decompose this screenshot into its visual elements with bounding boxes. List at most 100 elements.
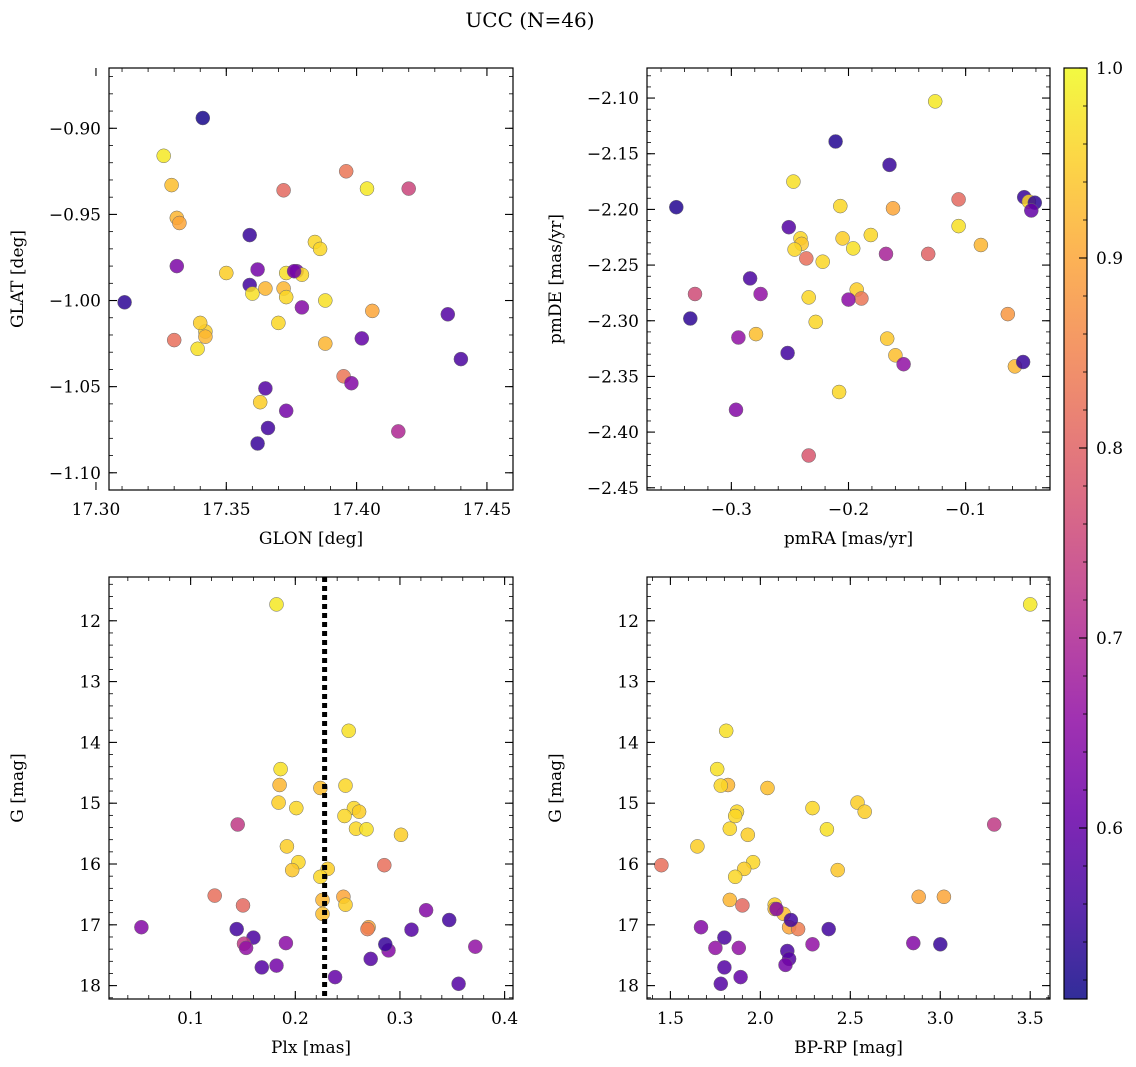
- scatter-point: [365, 303, 380, 319]
- axes-frame: [108, 576, 514, 1000]
- axes-frame: [646, 576, 1051, 1000]
- scatter-point: [238, 940, 254, 956]
- colorbar-frame: [1063, 67, 1088, 1000]
- y-tick-label: 18: [79, 977, 101, 997]
- scatter-point: [781, 219, 797, 235]
- colorbar-tick-label: 0.9: [1096, 249, 1123, 269]
- colorbar: 0.6 0.7 0.8 0.9 1.0: [1063, 59, 1123, 1000]
- y-axis-label: G [mag]: [546, 753, 566, 822]
- scatter-point: [363, 951, 378, 967]
- scatter-point: [192, 315, 208, 331]
- x-tick-label: 17.30: [72, 500, 121, 520]
- scatter-point: [727, 808, 743, 824]
- scatter-point: [207, 888, 222, 903]
- scatter-point: [250, 262, 265, 277]
- y-tick-label: −0.90: [49, 119, 101, 139]
- scatter-point: [819, 822, 835, 837]
- scatter-point: [801, 290, 816, 305]
- x-axis-label: GLON [deg]: [259, 529, 363, 549]
- scatter-point: [1022, 597, 1038, 612]
- scatter-point: [821, 921, 836, 937]
- scatter-point: [318, 293, 333, 308]
- y-tick-label: −2.40: [587, 423, 639, 443]
- y-tick-label: −0.95: [49, 205, 101, 225]
- scatter-point: [690, 839, 705, 854]
- scatter-point: [882, 157, 897, 173]
- panel-glon-glat: 17.30 17.35 17.40 17.45 −0.90 −0.95 −1.00 −1.05…: [8, 67, 514, 549]
- x-tick-label: 1.5: [657, 1009, 684, 1029]
- scatter-point: [351, 804, 367, 819]
- y-tick-label: 14: [617, 733, 639, 753]
- y-tick-label: 12: [79, 612, 101, 632]
- scatter-point: [780, 345, 795, 361]
- scatter-point: [933, 937, 948, 952]
- scatter-point: [845, 241, 861, 256]
- scatter-point: [799, 251, 814, 266]
- scatter-point: [166, 332, 182, 348]
- scatter-point: [879, 331, 895, 346]
- axes-frame: [646, 67, 1051, 491]
- x-tick-label: 17.35: [202, 500, 251, 520]
- scatter-point: [327, 969, 343, 985]
- scatter-point: [360, 921, 375, 937]
- x-tick-label: 3.5: [1017, 1009, 1044, 1029]
- y-axis-label: GLAT [deg]: [8, 230, 28, 328]
- scatter-point: [896, 356, 911, 372]
- scatter-point: [722, 892, 738, 908]
- y-axis-label: G [mag]: [8, 753, 28, 822]
- x-tick-label: 17.45: [463, 500, 512, 520]
- scatter-point: [378, 937, 393, 952]
- scatter-point: [393, 827, 409, 843]
- scatter-point: [783, 912, 799, 928]
- scatter-point: [278, 935, 294, 951]
- x-tick-label: 0.4: [491, 1009, 518, 1029]
- x-tick-label: 3.0: [927, 1009, 954, 1029]
- scatter-point: [271, 795, 286, 810]
- scatter-point: [927, 94, 943, 109]
- scatter-point: [269, 597, 284, 612]
- colorbar-tick-label: 0.8: [1096, 439, 1123, 459]
- scatter-point: [740, 827, 756, 843]
- x-tick-label: 2.0: [747, 1009, 774, 1029]
- scatter-point: [286, 263, 302, 279]
- scatter-point: [341, 723, 356, 739]
- scatter-point: [391, 424, 406, 439]
- scatter-point: [654, 857, 669, 873]
- scatter-point: [453, 351, 469, 367]
- scatter-point: [728, 402, 744, 418]
- scatter-point: [841, 292, 856, 307]
- scatter-point: [278, 289, 294, 305]
- x-tick-label: 2.5: [837, 1009, 864, 1029]
- scatter-point: [863, 227, 879, 243]
- scatter-point: [294, 300, 310, 315]
- scatter-point: [271, 315, 286, 331]
- y-tick-label: −1.00: [49, 292, 101, 312]
- scatter-point: [713, 778, 729, 793]
- x-tick-label: 0.3: [386, 1009, 413, 1029]
- scatter-point: [778, 957, 793, 973]
- scatter-point: [468, 939, 483, 954]
- y-tick-label: −1.05: [49, 378, 101, 398]
- scatter-point: [805, 800, 820, 816]
- x-tick-label: −0.1: [945, 500, 986, 520]
- scatter-point: [854, 291, 869, 306]
- scatter-point: [359, 181, 375, 196]
- scatter-point: [801, 448, 816, 463]
- panel-pmra-pmde: −0.3 −0.2 −0.1 −2.10 −2.15 −2.20 −2.25 −2.30 −2.…: [546, 67, 1051, 549]
- scatter-point: [878, 246, 894, 262]
- y-tick-label: 13: [79, 673, 101, 693]
- scatter-point: [242, 227, 257, 243]
- scatter-point: [441, 912, 457, 928]
- scatter-point: [134, 919, 149, 935]
- y-tick-label: −2.30: [587, 312, 639, 332]
- y-tick-label: 16: [79, 855, 101, 875]
- scatter-point: [936, 889, 952, 905]
- scatter-point: [260, 420, 276, 436]
- x-tick-label: 0.2: [282, 1009, 309, 1029]
- colorbar-tick-label: 0.7: [1096, 629, 1123, 649]
- y-tick-label: −2.20: [587, 200, 639, 220]
- scatter-point: [713, 976, 729, 992]
- scatter-point: [683, 311, 698, 326]
- scatter-point: [404, 922, 419, 937]
